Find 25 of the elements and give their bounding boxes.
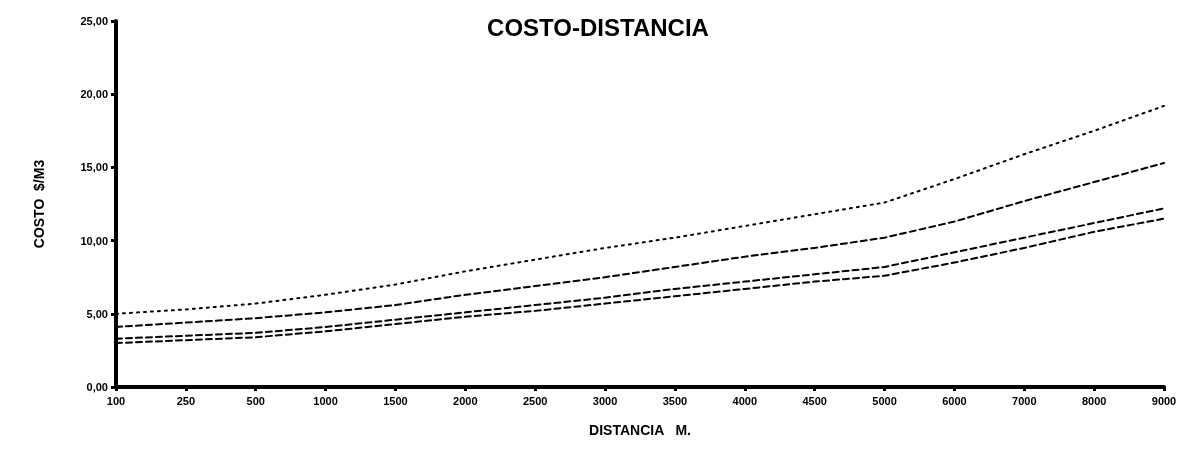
x-tick-label: 250	[176, 394, 196, 407]
x-tick-label: 6000	[942, 394, 967, 407]
x-tick-label: 5000	[872, 394, 897, 407]
x-tick-label: 4500	[802, 394, 827, 407]
y-tick-label: 20,00	[80, 88, 108, 101]
x-tick-label: 7000	[1012, 394, 1037, 407]
x-tick-label: 500	[246, 394, 265, 407]
x-axis-title: DISTANCIA M.	[589, 422, 691, 438]
x-tick-label: 1000	[313, 394, 338, 407]
x-tick-label: 100	[106, 394, 126, 407]
x-tick-label: 2500	[522, 394, 548, 407]
x-tick-label: 3500	[662, 394, 688, 407]
x-tick-label: 4000	[732, 394, 758, 407]
y-tick-label: 10,00	[80, 234, 108, 247]
x-tick-label: 3000	[592, 394, 618, 407]
x-tick-label: 2000	[453, 394, 478, 407]
y-tick-label: 5,00	[86, 307, 108, 320]
x-tick-label: 9000	[1151, 394, 1177, 407]
x-tick-label: 8000	[1081, 394, 1107, 407]
y-tick-label: 0,00	[86, 381, 108, 393]
y-tick-label: 25,00	[80, 15, 108, 27]
x-tick-label: 1500	[383, 394, 408, 407]
y-axis-title: COSTO $/M3	[31, 159, 47, 249]
y-tick-label: 15,00	[80, 161, 108, 174]
chart-title: COSTO-DISTANCIA	[487, 13, 709, 41]
